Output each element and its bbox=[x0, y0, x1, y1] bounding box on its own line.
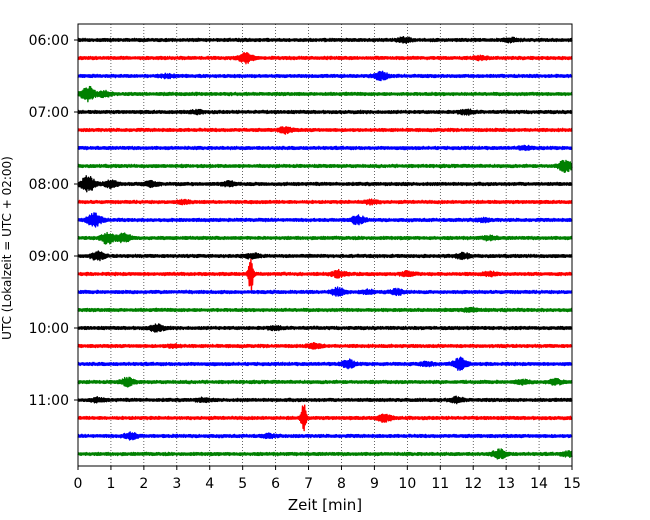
trace-0945 bbox=[77, 306, 573, 313]
x-tick-label: 10 bbox=[398, 476, 416, 492]
x-axis-label: Zeit [min] bbox=[288, 496, 362, 514]
trace-0730 bbox=[77, 144, 573, 152]
x-tick-label: 12 bbox=[464, 476, 482, 492]
x-tick-label: 3 bbox=[172, 476, 181, 492]
trace-0745 bbox=[77, 159, 573, 174]
x-tick-label: 2 bbox=[139, 476, 148, 492]
trace-0800 bbox=[77, 175, 573, 193]
trace-0630 bbox=[77, 70, 573, 82]
x-tick-label: 6 bbox=[271, 476, 280, 492]
y-tick-label: 10:00 bbox=[29, 321, 69, 337]
y-axis-label: UTC (Lokalzeit = UTC + 02:00) bbox=[0, 156, 14, 340]
trace-0645 bbox=[77, 85, 573, 103]
trace-1000 bbox=[77, 323, 573, 333]
trace-1015 bbox=[77, 342, 573, 350]
trace-1100 bbox=[77, 395, 573, 405]
x-axis-ticks: 0 1 2 3 4 5 6 7 8 9 10 11 12 13 14 15 bbox=[74, 466, 581, 492]
y-tick-label: 08:00 bbox=[29, 177, 69, 193]
trace-0715 bbox=[77, 126, 573, 135]
trace-1115 bbox=[77, 404, 573, 432]
x-tick-label: 5 bbox=[238, 476, 247, 492]
x-tick-label: 8 bbox=[337, 476, 346, 492]
y-tick-label: 11:00 bbox=[29, 393, 69, 409]
trace-0845 bbox=[77, 231, 573, 245]
trace-0900 bbox=[77, 250, 573, 262]
trace-group bbox=[77, 36, 573, 460]
trace-1145 bbox=[77, 448, 573, 460]
trace-0615 bbox=[77, 52, 573, 65]
x-tick-label: 7 bbox=[304, 476, 313, 492]
plot-frame bbox=[77, 23, 573, 467]
y-axis-ticks: 06:00 07:00 08:00 09:00 10:00 11:00 bbox=[29, 33, 78, 409]
trace-0830 bbox=[77, 212, 573, 228]
trace-1045 bbox=[77, 376, 573, 388]
trace-1030 bbox=[77, 356, 573, 371]
x-tick-label: 1 bbox=[106, 476, 115, 492]
y-tick-label: 06:00 bbox=[29, 33, 69, 49]
x-tick-label: 15 bbox=[563, 476, 581, 492]
trace-1130 bbox=[77, 431, 573, 441]
trace-0815 bbox=[77, 198, 573, 206]
y-tick-label: 09:00 bbox=[29, 249, 69, 265]
x-tick-label: 13 bbox=[497, 476, 515, 492]
trace-0600 bbox=[77, 36, 573, 45]
y-tick-label: 07:00 bbox=[29, 105, 69, 121]
trace-0700 bbox=[77, 108, 573, 116]
x-tick-label: 0 bbox=[74, 476, 83, 492]
x-tick-label: 9 bbox=[370, 476, 379, 492]
x-tick-label: 14 bbox=[530, 476, 548, 492]
x-tick-label: 4 bbox=[205, 476, 214, 492]
trace-0930 bbox=[77, 286, 573, 297]
trace-0915 bbox=[77, 258, 573, 291]
x-tick-label: 11 bbox=[431, 476, 449, 492]
